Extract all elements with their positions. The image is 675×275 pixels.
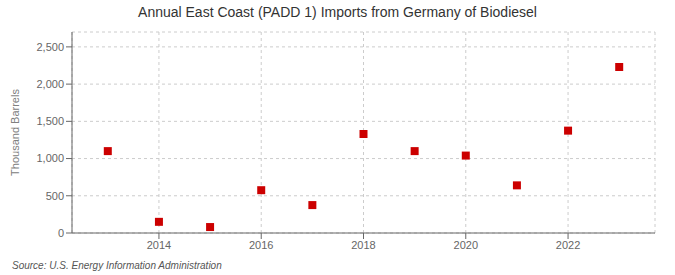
html-text:Annual East Coast (PADD 1) Imp: Annual East Coast (PADD 1) Imports from … xyxy=(138,4,537,20)
svg-text:2020: 2020 xyxy=(454,239,478,251)
svg-text:500: 500 xyxy=(46,190,64,202)
svg-text:2018: 2018 xyxy=(351,239,375,251)
svg-text:Thousand Barrels: Thousand Barrels xyxy=(9,89,21,176)
svg-text:2022: 2022 xyxy=(556,239,580,251)
svg-text:2014: 2014 xyxy=(147,239,171,251)
svg-text:1,000: 1,000 xyxy=(36,152,64,164)
svg-text:2,500: 2,500 xyxy=(36,41,64,53)
svg-text:0: 0 xyxy=(58,227,64,239)
svg-text:2016: 2016 xyxy=(249,239,273,251)
svg-text:1,500: 1,500 xyxy=(36,115,64,127)
svg-text:2,000: 2,000 xyxy=(36,78,64,90)
html-text:Source: U.S. Energy Informatio: Source: U.S. Energy Information Administ… xyxy=(12,260,222,271)
